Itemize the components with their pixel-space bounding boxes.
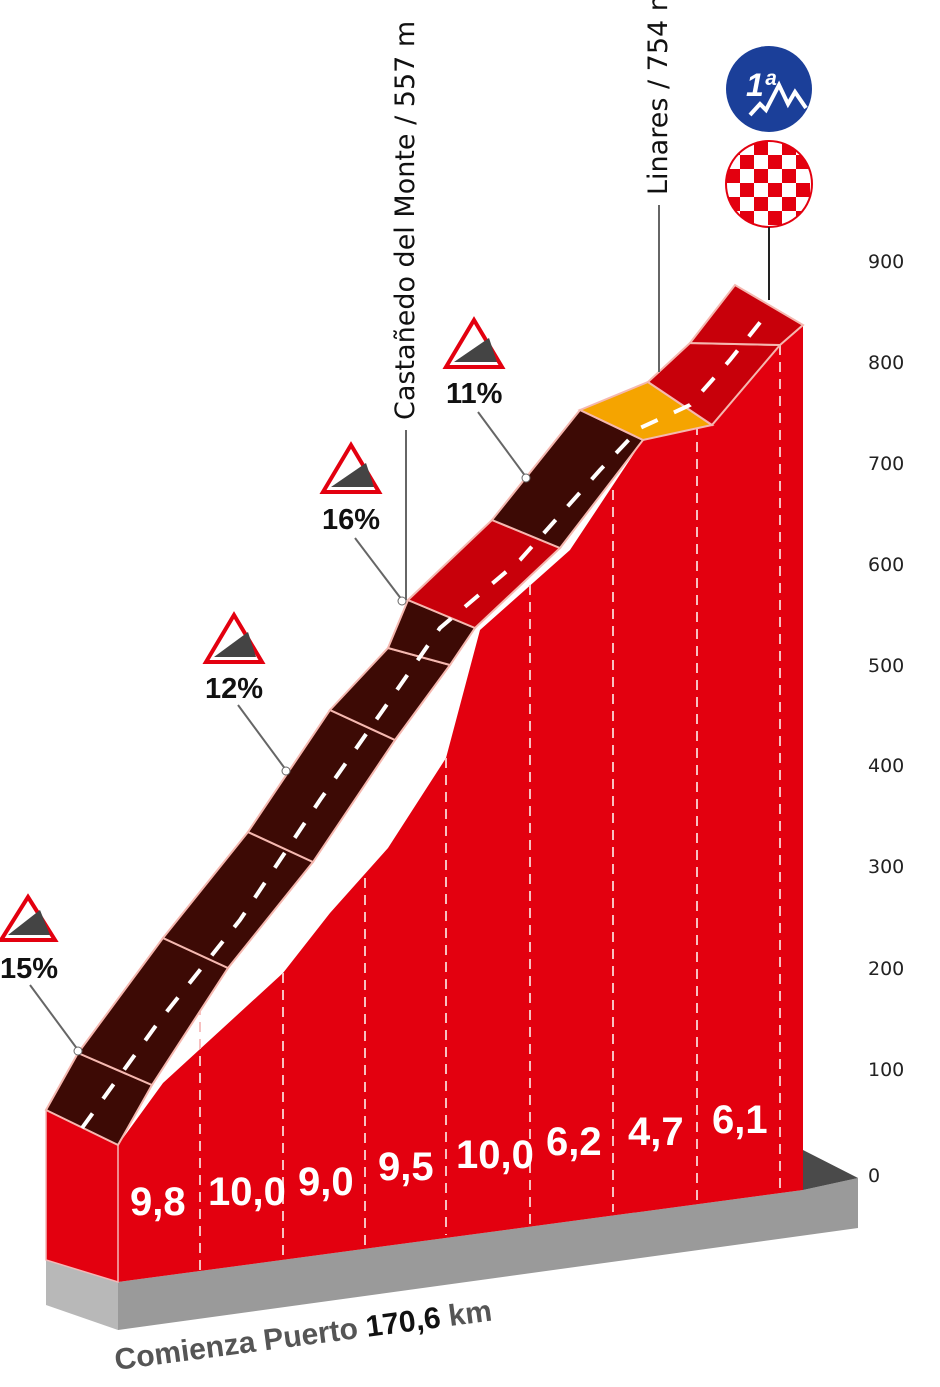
base-slab-front [46,1260,118,1330]
waypoint-linares: Linares / 754 m [643,0,674,372]
svg-text:6,1: 6,1 [712,1098,768,1142]
svg-text:Castañedo del Monte / 557 m: Castañedo del Monte / 557 m [390,21,421,420]
svg-text:700: 700 [868,453,904,475]
gradient-sign-16: 16% [319,441,407,606]
category-badge: 1ª [726,46,812,132]
svg-text:Linares / 754 m: Linares / 754 m [643,0,674,195]
svg-text:10,0: 10,0 [456,1133,534,1177]
svg-text:15%: 15% [0,953,58,985]
svg-text:9,0: 9,0 [298,1160,354,1204]
svg-text:800: 800 [868,352,904,374]
svg-text:4,7: 4,7 [628,1110,684,1154]
svg-text:400: 400 [868,755,904,777]
svg-text:300: 300 [868,856,904,878]
svg-text:900: 900 [868,251,904,273]
svg-text:6,2: 6,2 [546,1120,602,1164]
road-surface [44,283,805,1147]
svg-text:9,8: 9,8 [130,1180,186,1224]
km-gradient-labels: 9,8 10,0 9,0 9,5 10,0 6,2 4,7 6,1 [130,1098,768,1224]
svg-text:500: 500 [868,655,904,677]
svg-text:0: 0 [868,1165,880,1187]
svg-text:600: 600 [868,554,904,576]
svg-text:16%: 16% [322,504,380,536]
svg-text:11%: 11% [446,378,503,410]
svg-text:9,5: 9,5 [378,1145,434,1189]
profile-face [118,325,803,1282]
base-slab-top [118,1178,858,1330]
mountain-icon [748,80,808,117]
gradient-sign-15: 15% [0,893,83,1056]
svg-text:12%: 12% [205,673,263,705]
svg-text:10,0: 10,0 [208,1170,286,1214]
gradient-sign-12: 12% [202,611,291,776]
waypoint-castanedo: Castañedo del Monte / 557 m [390,21,421,600]
base-slab-right [803,1150,858,1190]
gradient-sign-11: 11% [442,316,531,483]
svg-text:100: 100 [868,1059,904,1081]
km-dividers [199,345,781,1270]
svg-text:200: 200 [868,958,904,980]
y-axis: 900 800 700 600 500 400 300 200 100 0 [868,251,904,1187]
checkered-flag-icon [725,140,813,300]
